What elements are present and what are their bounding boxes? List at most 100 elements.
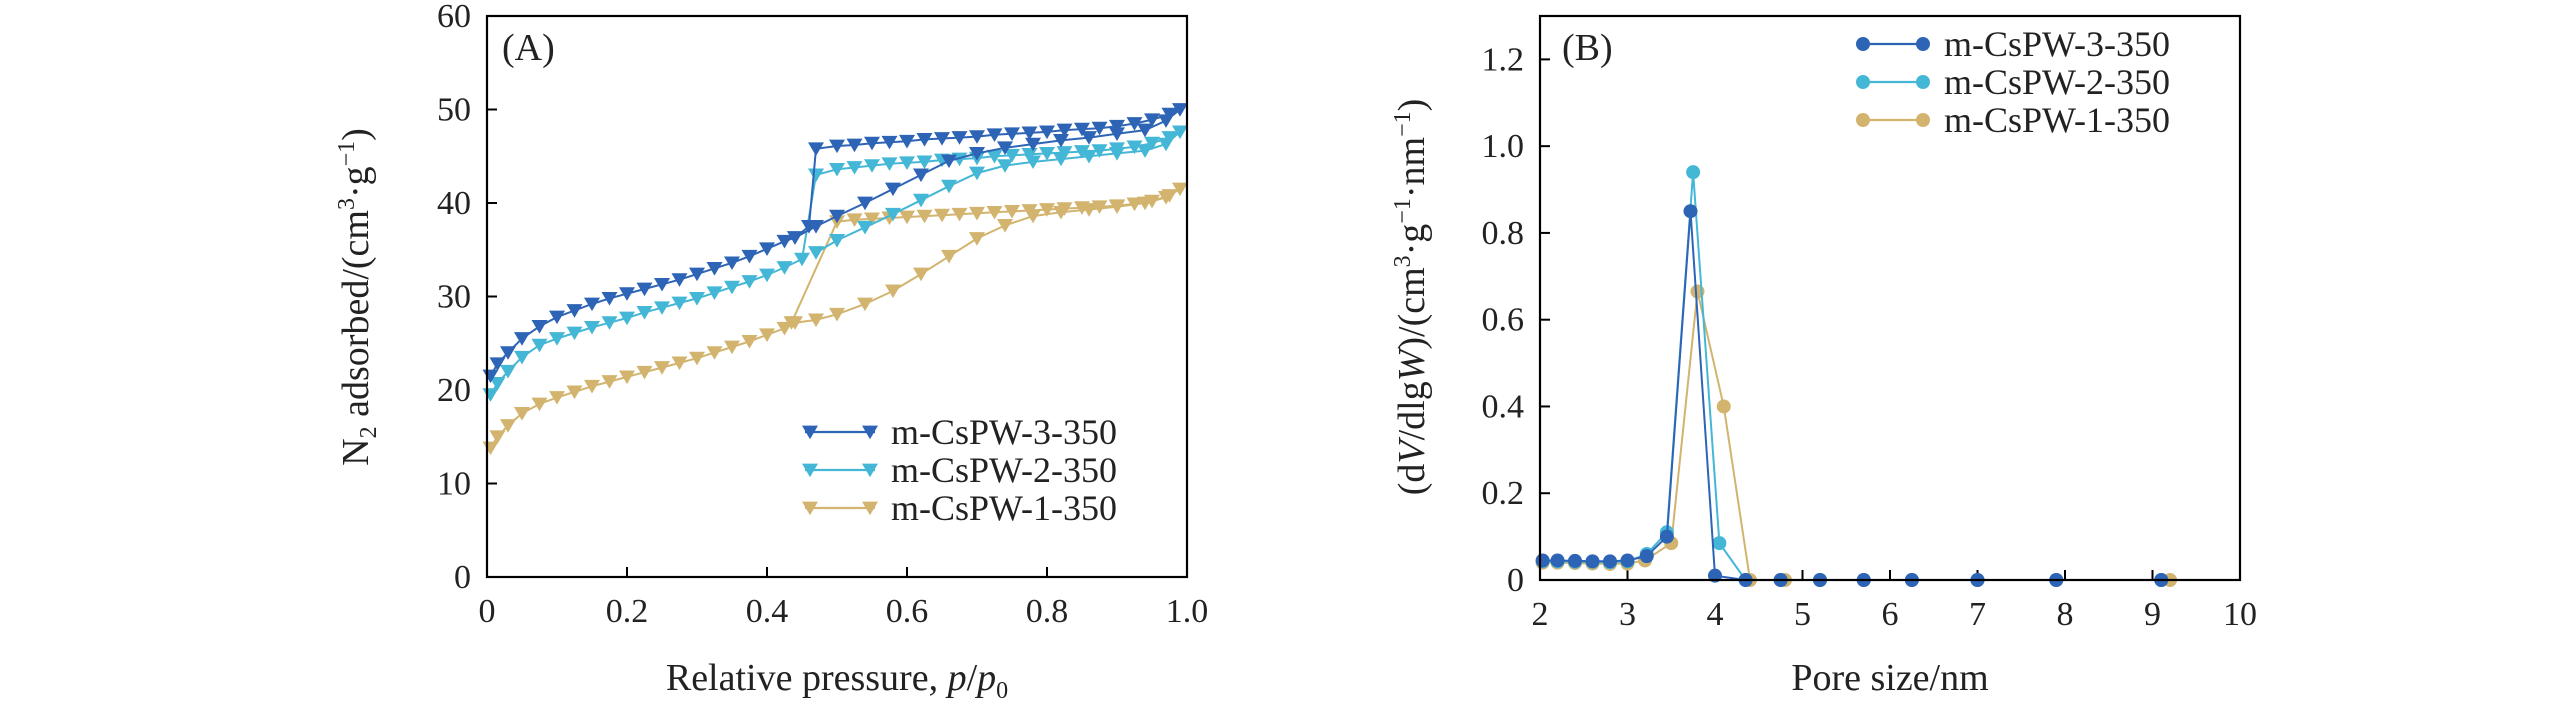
panel-a-data-point: [885, 182, 901, 197]
panel-a-legend-marker: [802, 463, 818, 478]
panel-a-data-point: [913, 168, 929, 183]
panel-a-data-point: [671, 296, 688, 311]
panel-a-data-point: [489, 377, 506, 391]
panel-a-legend-label: m-CsPW-2-350: [891, 450, 1117, 490]
panel-a-data-point: [500, 419, 516, 433]
panel-a-legend-item-m-cspw-1-350: m-CsPW-1-350: [802, 488, 1117, 528]
panel-a-data-point: [1091, 121, 1108, 136]
panel-a-data-point: [857, 297, 873, 312]
panel-a-data-point: [1144, 136, 1160, 151]
panel-a-data-point: [489, 357, 506, 372]
panel-a-data-point: [759, 242, 775, 257]
panel-a-data-point: [619, 370, 635, 385]
panel-a-data-point: [619, 311, 635, 326]
panel-a-y-tick-label: 30: [437, 279, 471, 316]
panel-b-legend-marker: [1916, 113, 1930, 127]
panel-b-x-tick-label: 7: [1969, 596, 1986, 633]
panel-a-data-point: [619, 287, 635, 301]
panel-a-data-point: [969, 130, 985, 144]
panel-a-data-point: [531, 338, 548, 353]
panel-a-isotherm-chart: 0 0.2 0.4 0.6 0.8 1.0 0 10 20 30 40 50 60 (A) Relati…: [334, 0, 1208, 704]
panel-a-data-point: [566, 304, 583, 318]
panel-a-x-tick-label: 1.0: [1166, 593, 1209, 630]
panel-a-data-point: [1109, 147, 1125, 161]
panel-a-data-point: [759, 268, 775, 283]
panel-b-data-point: [1585, 554, 1600, 569]
panel-a-data-point: [549, 310, 565, 325]
panel-a-data-point: [549, 391, 565, 405]
panel-a-data-point: [885, 284, 901, 299]
panel-b-legend-item-m-cspw-2-350: m-CsPW-2-350: [1856, 62, 2170, 102]
panel-a-data-point: [864, 159, 880, 173]
panel-b-x-tick-label: 5: [1794, 596, 1811, 633]
panel-a-y-tick-label: 10: [437, 466, 471, 503]
panel-a-data-point: [986, 205, 1003, 220]
panel-a-data-point: [1091, 144, 1108, 158]
panel-b-legend-marker: [1916, 37, 1930, 51]
panel-a-data-point: [759, 328, 775, 343]
panel-a-data-point: [724, 340, 740, 355]
panel-a-data-point: [706, 286, 723, 300]
panel-a-data-point: [636, 305, 653, 320]
panel-a-data-point: [489, 430, 506, 444]
panel-a-data-point: [881, 157, 898, 171]
panel-a-data-point: [934, 208, 950, 223]
panel-a-data-point: [1004, 205, 1020, 219]
panel-a-legend-label: m-CsPW-1-350: [891, 488, 1117, 528]
panel-a-data-point: [857, 196, 873, 211]
panel-a-x-tick-label: 0.6: [886, 593, 929, 630]
panel-a-data-point: [951, 207, 968, 222]
panel-a-data-point: [846, 138, 863, 153]
panel-a-data-point: [654, 361, 670, 375]
panel-a-data-point: [829, 139, 845, 154]
panel-a-legend-label: m-CsPW-3-350: [891, 412, 1117, 452]
panel-a-y-tick-label: 20: [437, 372, 471, 409]
panel-a-data-point: [1126, 197, 1143, 212]
panel-a-data-point: [857, 220, 873, 235]
panel-a-y-axis-label: N2 adsorbed/(cm3·g−1): [334, 128, 382, 466]
panel-a-data-point: [829, 307, 845, 322]
panel-a-data-point: [941, 154, 957, 169]
panel-a-data-point: [916, 209, 933, 224]
panel-b-x-axis-label: Pore size/nm: [1791, 657, 1988, 699]
panel-a-data-point: [776, 321, 793, 336]
panel-b-legend-marker: [1856, 37, 1870, 51]
panel-b-y-tick-label: 1.2: [1482, 41, 1525, 78]
panel-b-tick-labels: 2 3 4 5 6 7 8 9 10 0 0.2 0.4 0.6 0.8 1.0 1.2: [1482, 41, 2258, 633]
panel-a-data-point: [601, 316, 618, 330]
panel-a-data-point: [689, 351, 705, 366]
panel-b-legend-marker: [1916, 75, 1930, 89]
panel-a-data-point: [1158, 190, 1174, 205]
panel-b-y-tick-label: 0: [1507, 562, 1524, 599]
panel-b-y-tick-label: 1.0: [1482, 128, 1525, 165]
panel-a-y-tick-label: 60: [437, 0, 471, 35]
panel-a-data-point: [1109, 127, 1125, 142]
panel-a-x-tick-label: 0.8: [1026, 593, 1069, 630]
panel-a-data-point: [864, 136, 880, 151]
panel-a-data-point: [997, 219, 1013, 233]
panel-b-data-point: [1716, 399, 1731, 414]
panel-b-legend-label: m-CsPW-3-350: [1944, 24, 2170, 64]
panel-a-x-tick-label: 0: [479, 593, 496, 630]
panel-b-y-axis-label: (dV/dlgW)/(cm3·g−1·nm−1): [1390, 99, 1433, 496]
panel-a-data-point: [741, 334, 758, 349]
panel-a-plot-frame: [485, 14, 1189, 579]
panel-b-legend-marker: [1856, 75, 1870, 89]
panel-a-data-point: [601, 291, 618, 306]
panel-a-data-point: [500, 346, 516, 360]
panel-a-data-point: [808, 168, 824, 183]
panel-b-legend-item-m-cspw-3-350: m-CsPW-3-350: [1856, 24, 2170, 64]
panel-b-legend-label: m-CsPW-1-350: [1944, 100, 2170, 140]
panel-a-data-point: [1039, 147, 1055, 161]
panel-b-legend-label: m-CsPW-2-350: [1944, 62, 2170, 102]
panel-a-data-point: [969, 147, 985, 161]
panel-a-data-point: [531, 320, 548, 334]
panel-b-data-point: [1550, 553, 1565, 568]
panel-a-data-point: [776, 261, 793, 275]
panel-a-data-point: [808, 142, 824, 156]
panel-a-data-point: [566, 385, 583, 400]
panel-a-data-point: [500, 364, 516, 379]
panel-a-data-point: [1126, 117, 1143, 131]
panel-a-data-point: [1081, 149, 1097, 164]
panel-a-data-point: [829, 209, 845, 224]
